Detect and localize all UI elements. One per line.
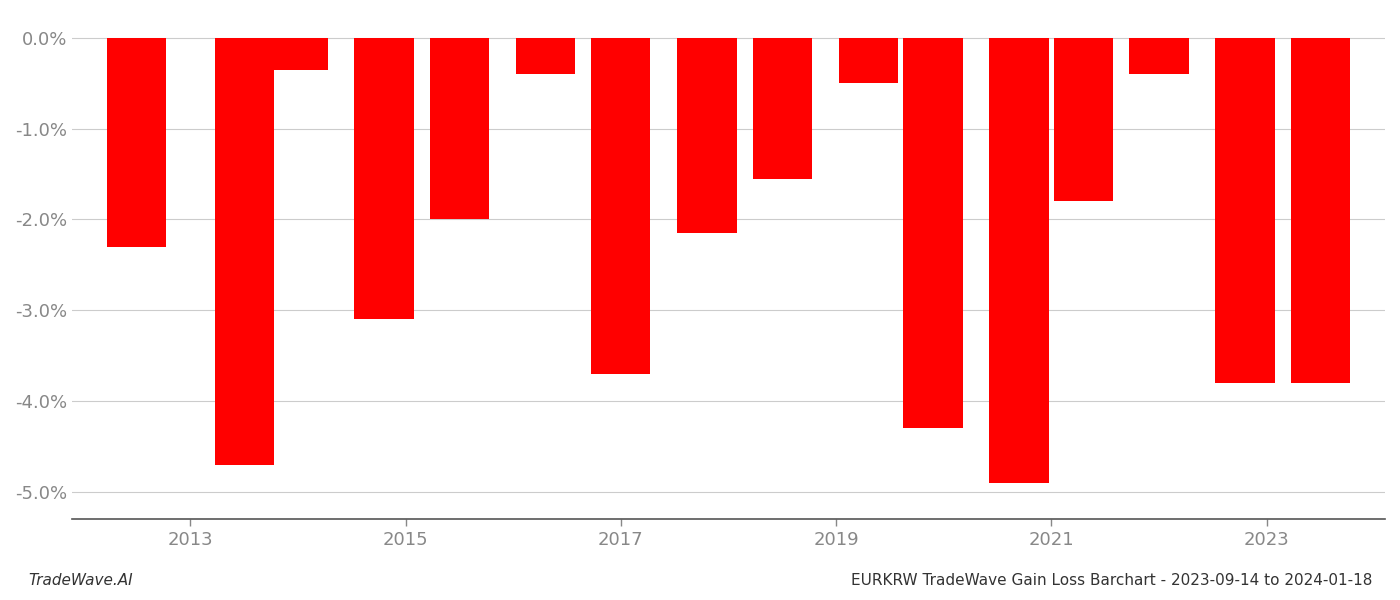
Bar: [753, 38, 812, 179]
Text: EURKRW TradeWave Gain Loss Barchart - 2023-09-14 to 2024-01-18: EURKRW TradeWave Gain Loss Barchart - 20…: [851, 573, 1372, 588]
Bar: [430, 38, 489, 220]
Bar: [354, 38, 413, 319]
Bar: [839, 38, 897, 83]
Bar: [1130, 38, 1189, 74]
Bar: [517, 38, 575, 74]
Bar: [106, 38, 167, 247]
Bar: [1054, 38, 1113, 201]
Bar: [990, 38, 1049, 483]
Bar: [269, 38, 328, 70]
Bar: [678, 38, 736, 233]
Bar: [214, 38, 274, 464]
Bar: [591, 38, 651, 374]
Text: TradeWave.AI: TradeWave.AI: [28, 573, 133, 588]
Bar: [903, 38, 963, 428]
Bar: [1215, 38, 1274, 383]
Bar: [1291, 38, 1350, 383]
